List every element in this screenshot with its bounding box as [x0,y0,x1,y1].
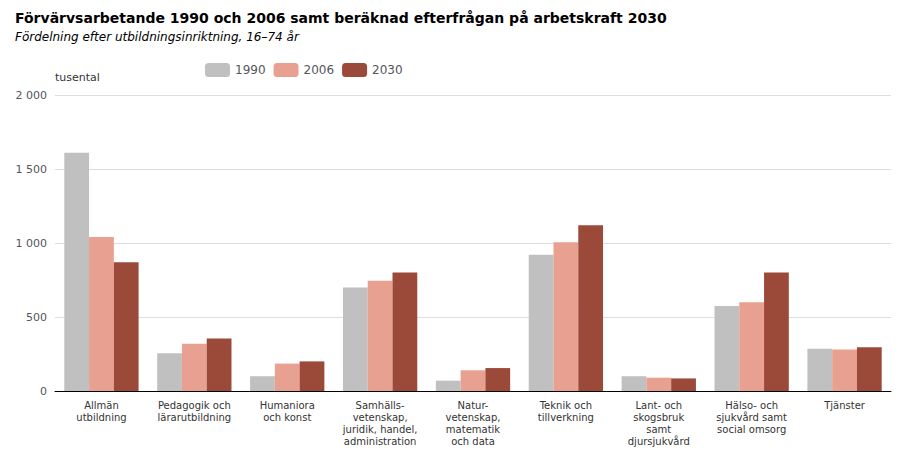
svg-text:1 000: 1 000 [16,237,48,250]
svg-text:500: 500 [26,311,47,324]
svg-text:matematik: matematik [446,424,501,435]
svg-text:Hälso- och: Hälso- och [725,400,778,411]
svg-text:skogsbruk: skogsbruk [633,412,684,423]
svg-text:och konst: och konst [263,412,311,423]
svg-text:samt: samt [646,424,671,435]
svg-text:Pedagogik och: Pedagogik och [158,400,231,411]
svg-text:Lant- och: Lant- och [635,400,682,411]
svg-text:och data: och data [451,436,495,447]
svg-text:Samhälls-: Samhälls- [356,400,405,411]
svg-text:Förvärvsarbetande 1990 och 200: Förvärvsarbetande 1990 och 2006 samt ber… [15,10,667,26]
svg-text:administration: administration [344,436,417,447]
svg-text:1990: 1990 [235,63,266,77]
svg-text:0: 0 [40,385,47,398]
svg-text:Allmän: Allmän [84,400,119,411]
svg-text:2 000: 2 000 [16,89,48,102]
svg-text:vetenskap,: vetenskap, [446,412,501,423]
svg-text:1 500: 1 500 [16,163,48,176]
svg-text:Teknik och: Teknik och [539,400,592,411]
svg-text:djursjukvård: djursjukvård [628,435,690,447]
svg-text:2006: 2006 [304,63,335,77]
svg-text:social omsorg: social omsorg [717,424,786,435]
svg-text:Fördelning efter utbildningsin: Fördelning efter utbildningsinriktning, … [15,30,300,44]
svg-text:sjukvård samt: sjukvård samt [716,411,787,423]
svg-text:2030: 2030 [372,63,403,77]
svg-text:Tjänster: Tjänster [823,400,866,411]
svg-text:utbildning: utbildning [76,412,126,423]
svg-text:vetenskap,: vetenskap, [353,412,408,423]
svg-text:lärarutbildning: lärarutbildning [158,412,232,423]
svg-text:tillverkning: tillverkning [538,412,594,423]
svg-text:Humaniora: Humaniora [260,400,315,411]
svg-text:tusental: tusental [55,71,100,84]
svg-text:Natur-: Natur- [458,400,489,411]
svg-text:juridik, handel,: juridik, handel, [342,424,418,435]
